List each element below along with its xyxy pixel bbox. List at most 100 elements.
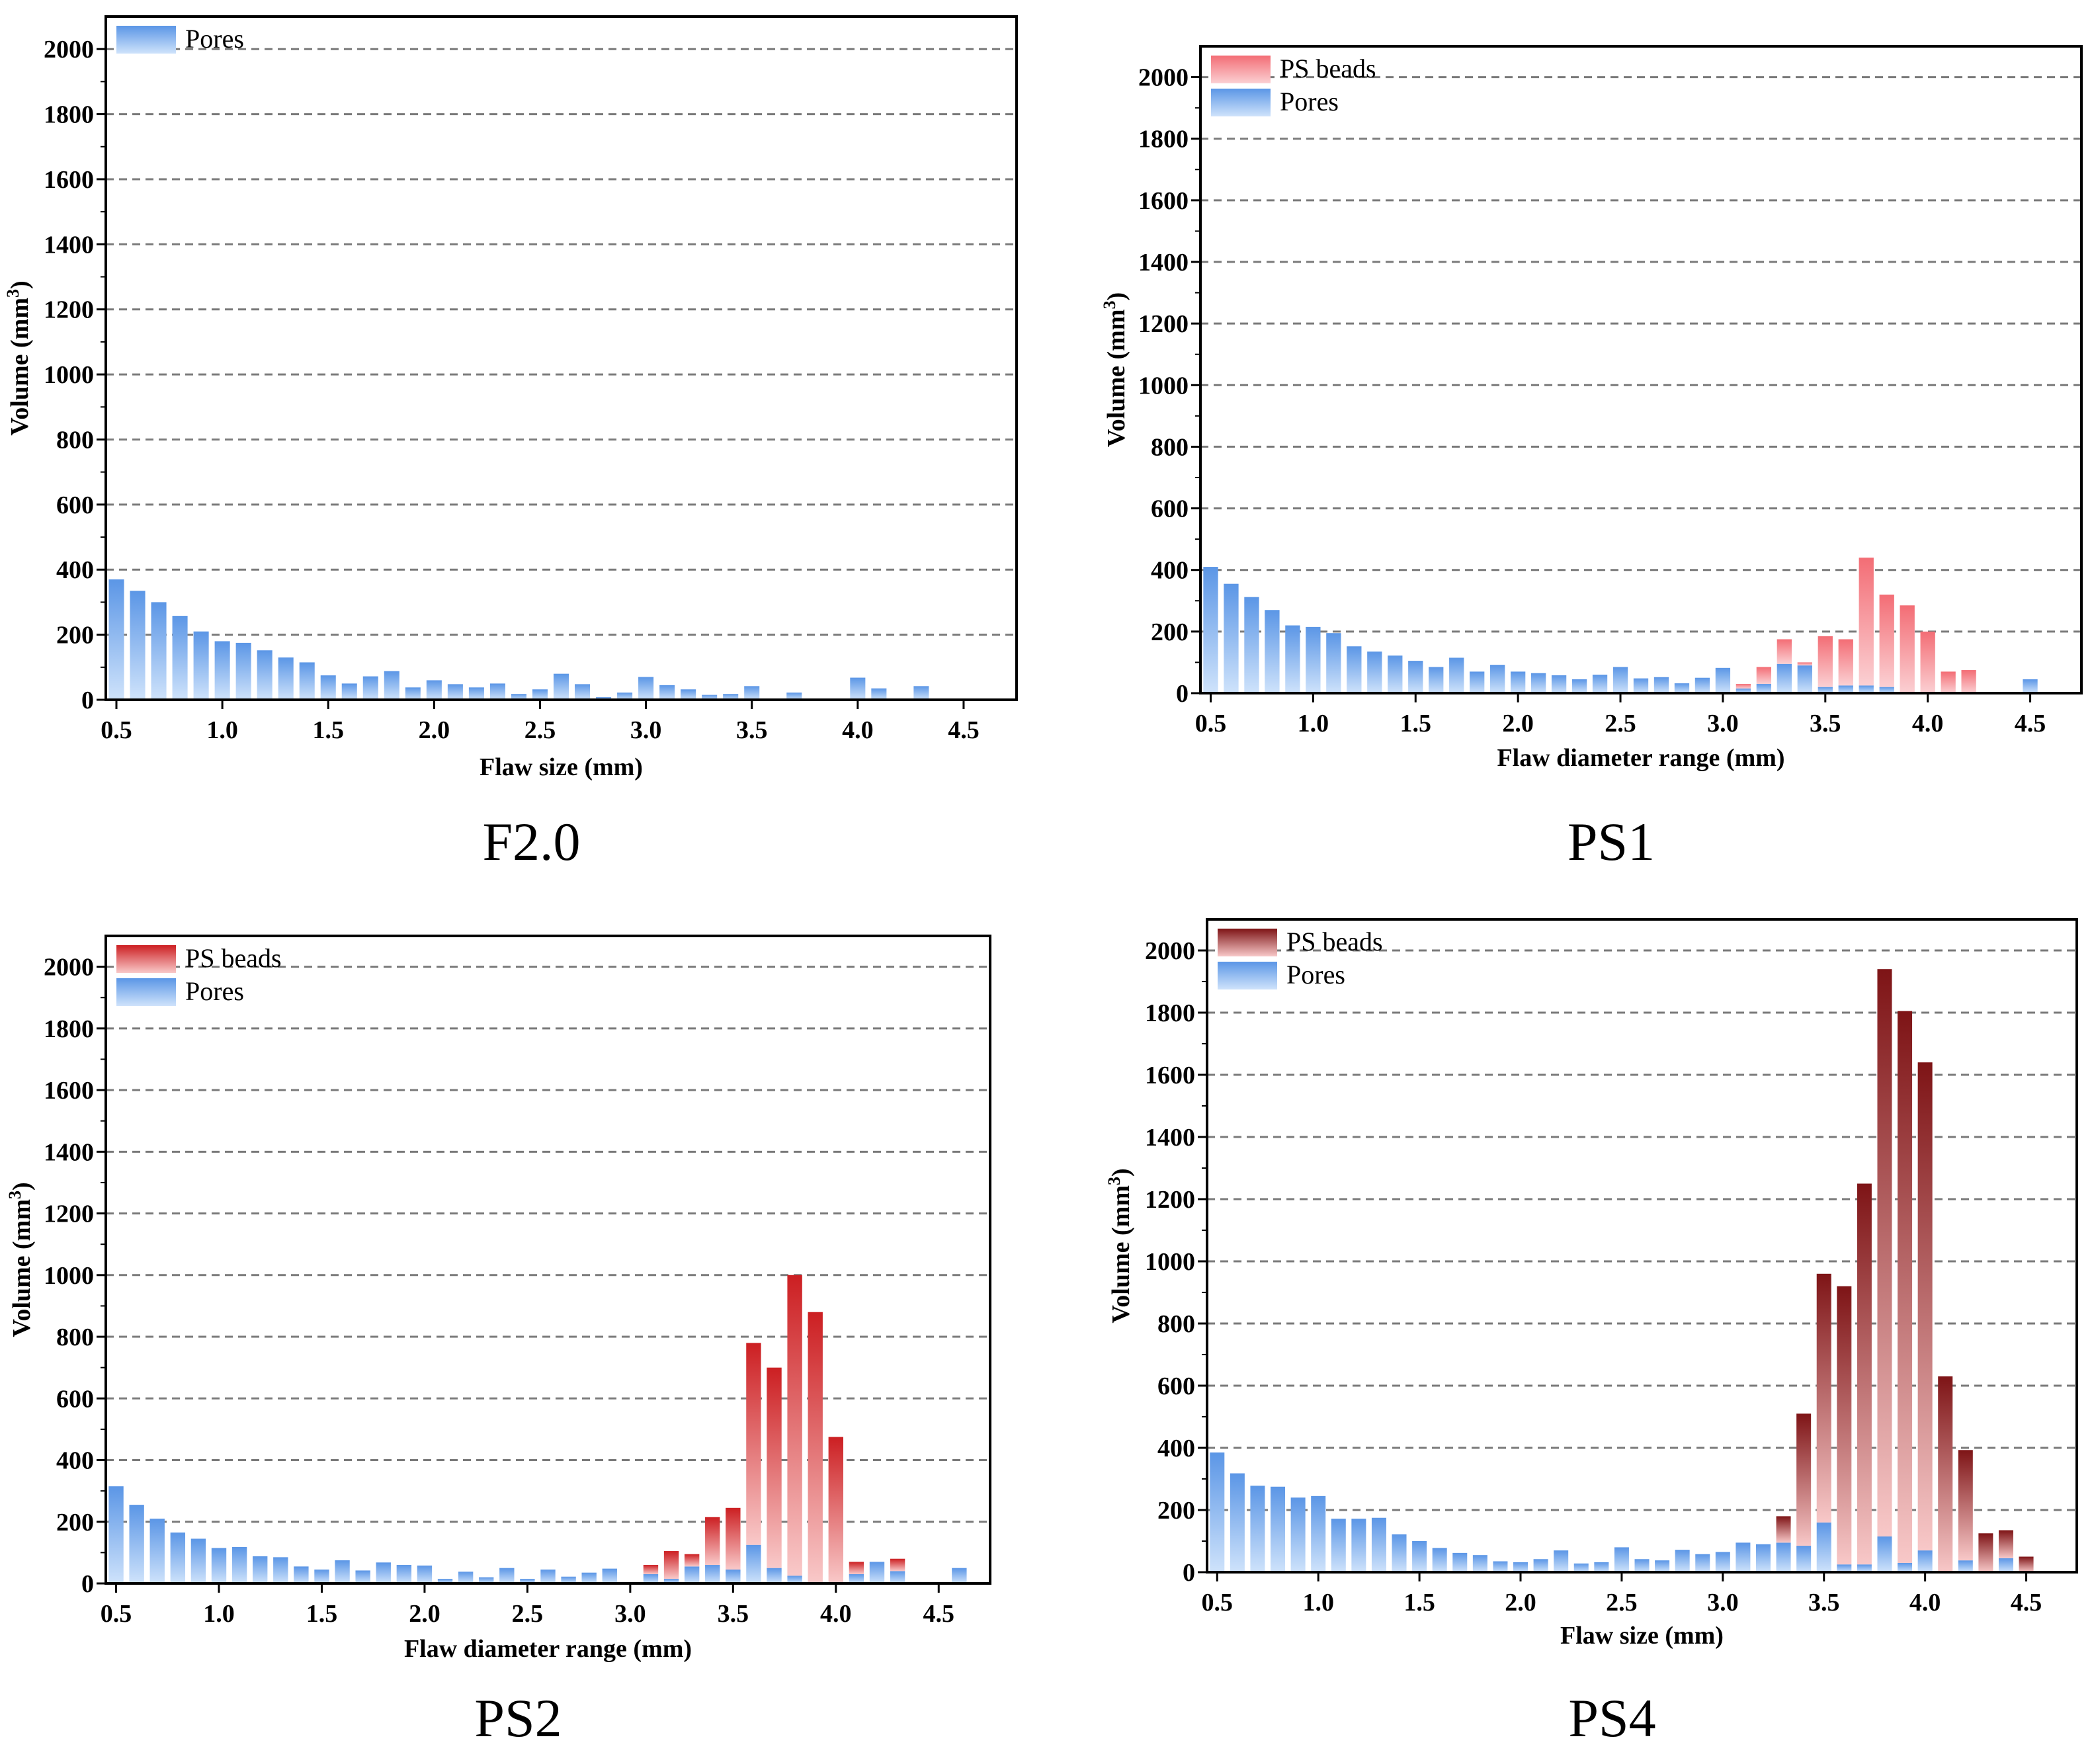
bar-pores: [437, 1579, 453, 1583]
bar-pores: [1655, 1560, 1670, 1572]
bar-pores: [1879, 687, 1894, 693]
bar-pores: [108, 579, 124, 700]
bar-pores: [1271, 1486, 1286, 1572]
legend-swatch: [1218, 962, 1277, 989]
bar-pores: [172, 616, 188, 700]
y-tick-label: 800: [1157, 1310, 1195, 1338]
bar-pores: [540, 1570, 556, 1583]
y-axis-label: Volume (mm3): [5, 1182, 36, 1337]
x-tick-label: 1.0: [203, 1600, 235, 1628]
bar-pores: [561, 1576, 576, 1583]
bar-ps-beads: [1857, 1183, 1872, 1565]
bar-pores: [869, 1562, 885, 1583]
bar-pores: [1530, 673, 1546, 693]
bar-ps-beads: [1776, 1516, 1791, 1543]
x-tick-label: 3.0: [1707, 710, 1739, 737]
bar-pores: [384, 671, 399, 700]
x-axis-label: Flaw size (mm): [1560, 1622, 1724, 1650]
y-tick-label: 0: [1183, 1559, 1195, 1587]
bar-pores: [1675, 1550, 1690, 1572]
y-axis-label: Volume (mm3): [1100, 292, 1130, 447]
y-tick-label: 1800: [1138, 126, 1189, 153]
bar-pores: [1755, 1544, 1771, 1572]
bar-pores: [952, 1568, 967, 1583]
y-tick-label: 1400: [44, 231, 94, 259]
legend-label: PS beads: [1280, 54, 1376, 83]
x-tick-label: 3.5: [1810, 710, 1841, 737]
bar-pores: [190, 1538, 206, 1583]
bar-pores: [151, 602, 167, 700]
bar-pores: [294, 1566, 309, 1583]
bar-pores: [278, 657, 294, 700]
bar-pores: [447, 684, 463, 700]
bar-pores: [1265, 610, 1280, 693]
y-tick-label: 200: [1151, 618, 1189, 646]
bar-pores: [602, 1568, 617, 1583]
bar-pores: [1818, 687, 1833, 693]
x-tick-label: 4.0: [1912, 710, 1944, 737]
bar-pores: [499, 1568, 515, 1583]
bar-pores: [341, 683, 357, 700]
bar-pores: [890, 1571, 905, 1583]
bar-pores: [1311, 1495, 1326, 1572]
bar-pores: [1203, 567, 1218, 693]
x-tick-label: 0.5: [1202, 1589, 1234, 1617]
bar-pores: [314, 1570, 329, 1583]
bar-pores: [786, 693, 802, 700]
bar-pores: [257, 650, 272, 700]
y-tick-label: 2000: [44, 954, 94, 982]
bar-pores: [767, 1568, 782, 1583]
x-tick-label: 2.0: [409, 1600, 440, 1628]
x-tick-label: 1.0: [1302, 1589, 1334, 1617]
y-axis-label: Volume (mm3): [3, 280, 34, 435]
bar-pores: [1797, 665, 1812, 693]
bar-pores: [1388, 655, 1403, 693]
bar-pores: [1857, 1564, 1872, 1572]
y-tick-label: 1200: [1138, 310, 1189, 338]
y-tick-label: 1200: [1145, 1186, 1195, 1214]
bar-pores: [659, 685, 675, 700]
bar-pores: [1571, 679, 1587, 693]
legend-swatch: [1218, 929, 1277, 956]
bar-pores: [1592, 675, 1608, 693]
bar-pores: [1859, 685, 1874, 693]
bar-pores: [1898, 1562, 1913, 1572]
bar-pores: [273, 1557, 288, 1583]
y-tick-label: 1600: [1138, 187, 1189, 215]
y-tick-label: 800: [1151, 433, 1189, 461]
bar-ps-beads: [1898, 1011, 1913, 1563]
bar-ps-beads: [1859, 558, 1874, 686]
bar-pores: [1392, 1534, 1407, 1572]
x-tick-label: 0.5: [1195, 710, 1227, 737]
bar-pores: [1756, 684, 1772, 693]
bar-pores: [396, 1565, 412, 1583]
bar-pores: [129, 1505, 144, 1583]
x-tick-label: 0.5: [101, 1600, 132, 1628]
bar-pores: [1695, 677, 1710, 693]
bar-ps-beads: [1879, 594, 1894, 687]
bar-pores: [426, 680, 442, 700]
bar-ps-beads: [1756, 667, 1772, 685]
x-tick-label: 3.5: [736, 716, 768, 744]
x-axis-label: Flaw size (mm): [480, 753, 643, 781]
bar-pores: [1326, 633, 1341, 693]
y-tick-label: 1000: [44, 361, 94, 389]
x-tick-label: 1.5: [1403, 1589, 1435, 1617]
bar-pores: [320, 675, 336, 700]
bar-ps-beads: [1917, 1062, 1933, 1551]
bar-ps-beads: [1920, 631, 1935, 693]
bar-pores: [850, 677, 866, 700]
y-tick-label: 800: [56, 426, 94, 454]
bar-pores: [1634, 1559, 1650, 1572]
bar-pores: [1958, 1560, 1973, 1572]
bar-ps-beads: [1998, 1530, 2013, 1558]
bar-pores: [1614, 1547, 1629, 1572]
y-tick-label: 1600: [44, 166, 94, 194]
y-tick-label: 0: [81, 1570, 94, 1598]
plot-frame: [105, 935, 991, 1585]
y-tick-label: 1800: [44, 101, 94, 129]
bar-pores: [1371, 1517, 1386, 1572]
bar-ps-beads: [1900, 605, 1915, 693]
bar-pores: [532, 689, 548, 700]
